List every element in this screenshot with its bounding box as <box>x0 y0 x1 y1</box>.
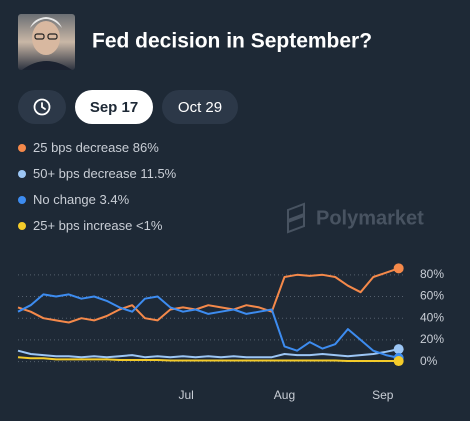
legend-value: 86% <box>133 140 159 155</box>
series-line <box>17 293 399 359</box>
tab[interactable]: Oct 29 <box>162 90 238 124</box>
tab-label[interactable]: Sep 17 <box>90 99 138 116</box>
title: Fed decision in September? <box>92 30 372 53</box>
legend-dot <box>18 170 26 178</box>
legend: 25 bps decrease 86% 50+ bps decrease 11.5… <box>18 140 177 233</box>
watermark-text: Polymarket <box>316 207 424 229</box>
end-marker <box>393 356 404 367</box>
history-button[interactable] <box>18 90 66 124</box>
legend-text: 25 bps decrease 86% <box>33 140 159 155</box>
series-line <box>17 348 399 359</box>
legend-dot <box>18 222 26 230</box>
legend-text: 50+ bps decrease 11.5% <box>33 166 177 181</box>
legend-value: 3.4% <box>100 192 130 207</box>
series-line <box>17 356 399 362</box>
x-tick-label: Jul <box>178 388 193 402</box>
legend-dot <box>18 196 26 204</box>
end-marker <box>393 263 404 274</box>
legend-dot <box>18 144 26 152</box>
tab[interactable]: Sep 17 <box>75 90 153 124</box>
end-marker <box>393 344 404 355</box>
legend-value: <1% <box>136 218 163 233</box>
series-line <box>17 267 400 324</box>
legend-name: 25+ bps increase <box>33 218 132 233</box>
watermark: Polymarket <box>287 202 424 234</box>
legend-text: 25+ bps increase <1% <box>33 218 163 233</box>
legend-name: 50+ bps decrease <box>33 166 137 181</box>
x-tick-label: Aug <box>274 388 295 402</box>
avatar <box>18 14 75 70</box>
legend-name: No change <box>33 192 96 207</box>
tab-label[interactable]: Oct 29 <box>178 99 222 116</box>
x-tick-label: Sep <box>372 388 394 402</box>
y-tick-label: 40% <box>420 310 444 324</box>
plot: 0% 20% 40% 60% 80% Jul Aug Sep <box>17 263 444 402</box>
y-tick-label: 60% <box>420 289 444 303</box>
legend-text: No change 3.4% <box>33 192 130 207</box>
y-tick-label: 0% <box>420 354 438 368</box>
legend-name: 25 bps decrease <box>33 140 129 155</box>
y-tick-label: 80% <box>420 267 444 281</box>
y-tick-label: 20% <box>420 332 444 346</box>
legend-value: 11.5% <box>140 166 176 181</box>
